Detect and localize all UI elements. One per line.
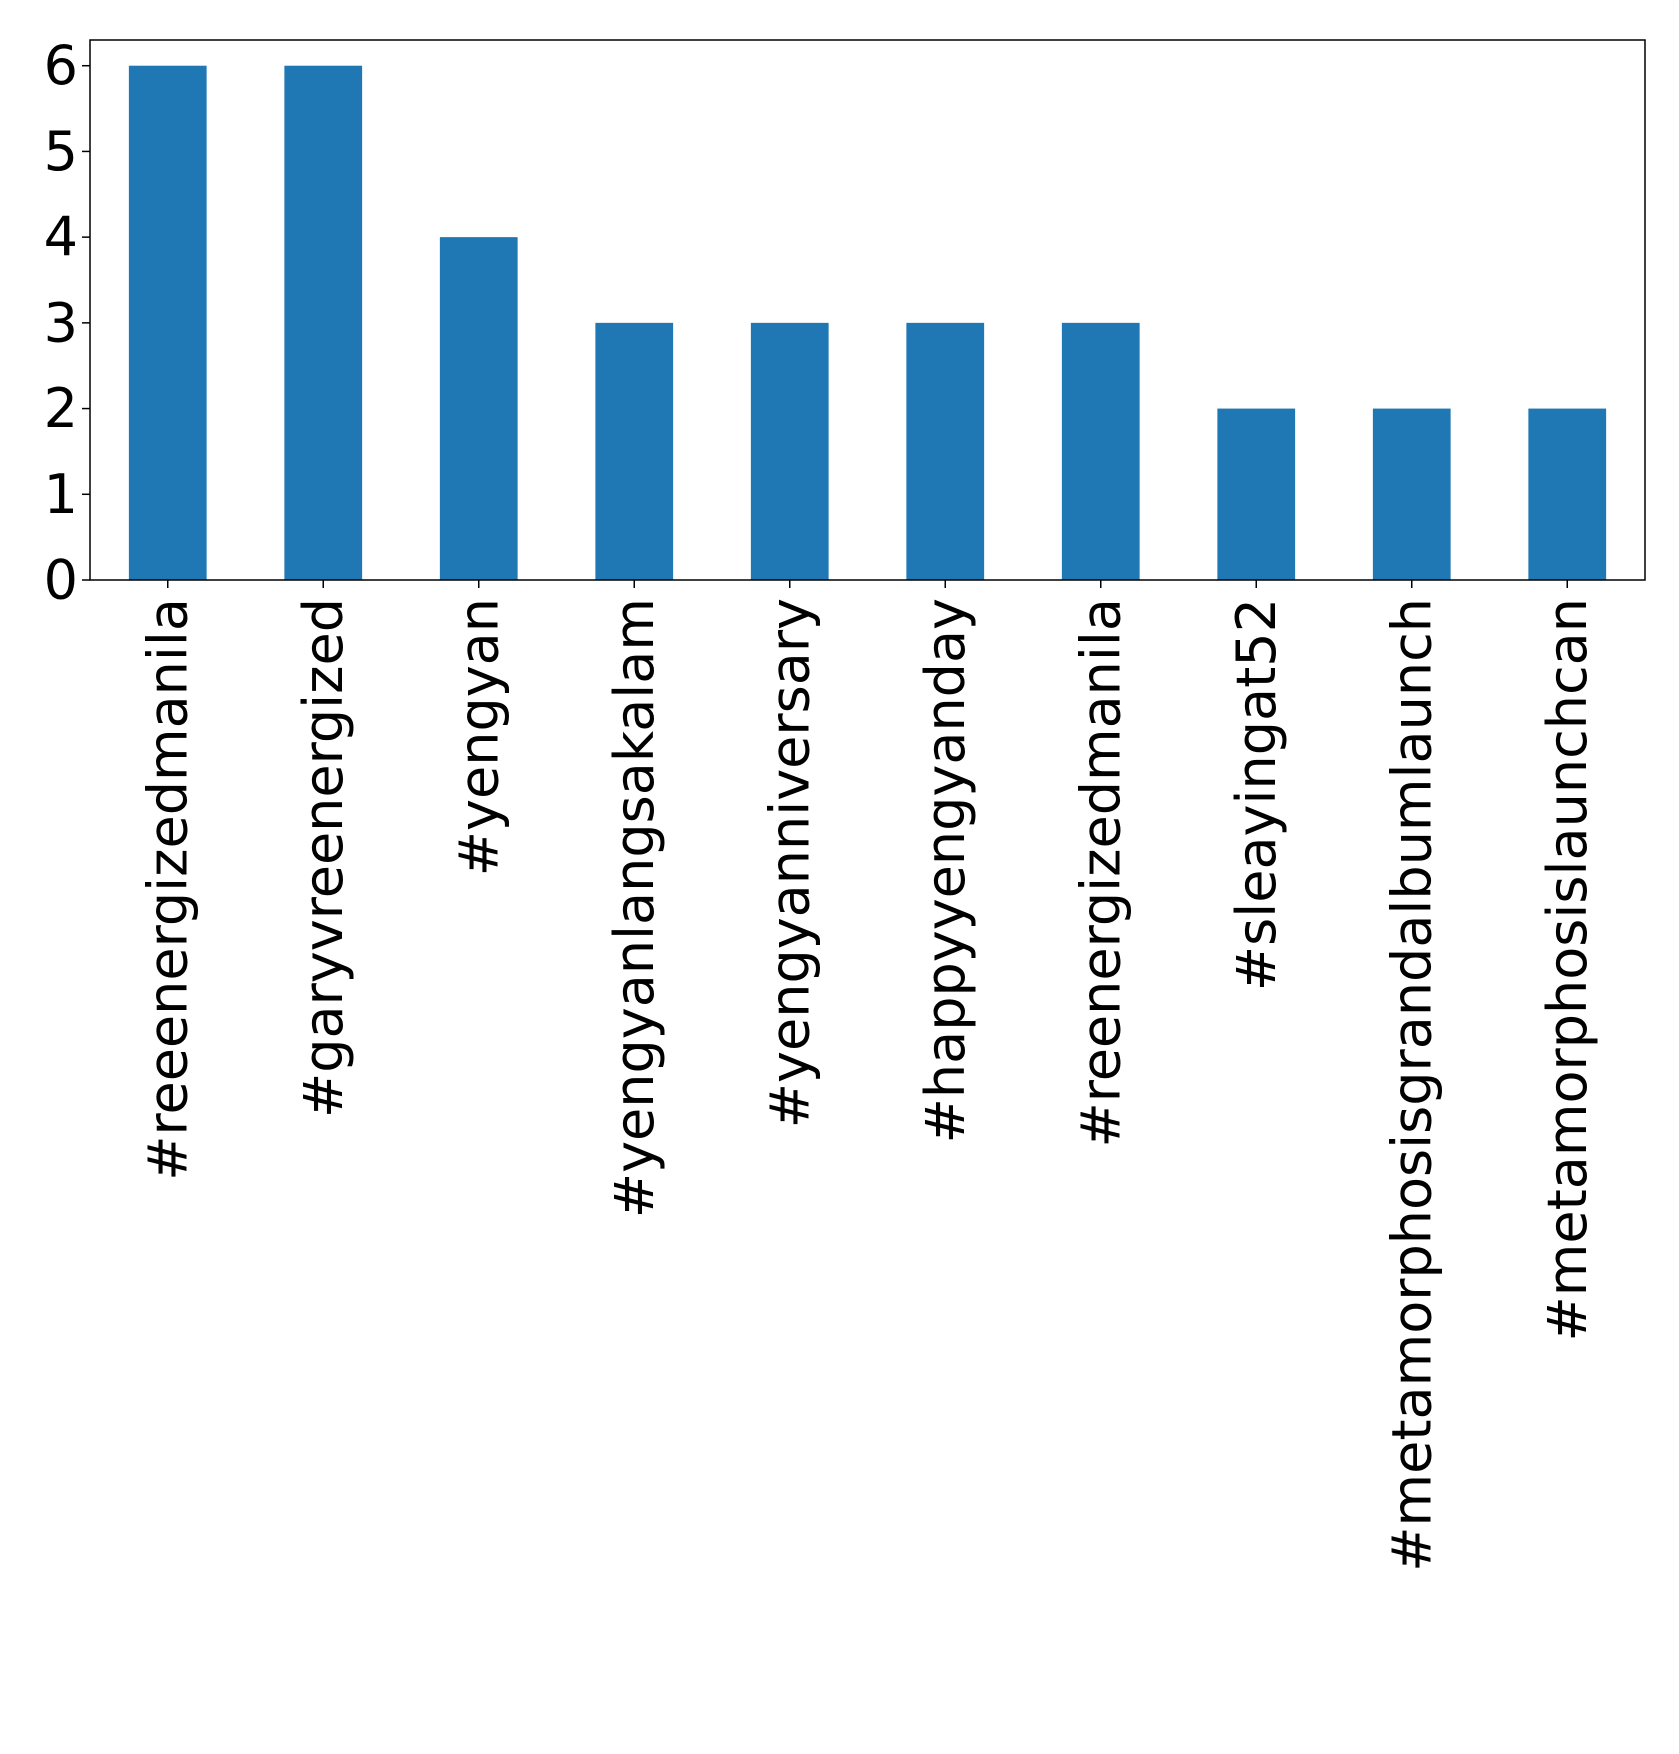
bar-1 bbox=[128, 65, 207, 580]
x-tick-label-3: #yengyan bbox=[447, 598, 510, 876]
bar-2 bbox=[284, 65, 363, 580]
bar-3 bbox=[439, 237, 518, 580]
x-tick-label-10: #metamorphosislaunchcan bbox=[1536, 598, 1599, 1341]
x-tick-label-8: #sleayingat52 bbox=[1225, 598, 1288, 991]
y-tick-label-2: 2 bbox=[44, 377, 78, 440]
y-tick-label-5: 5 bbox=[44, 120, 78, 183]
bar-4 bbox=[595, 322, 674, 580]
bar-7 bbox=[1061, 322, 1140, 580]
bar-9 bbox=[1372, 408, 1451, 580]
x-axis: #reeenergizedmanila #garyvreenergized #yen… bbox=[136, 580, 1599, 1572]
y-tick-label-6: 6 bbox=[44, 34, 78, 97]
plot-frame bbox=[89, 39, 1646, 581]
y-axis: 0 1 2 3 4 5 6 bbox=[44, 34, 90, 612]
y-tick-label-0: 0 bbox=[44, 549, 78, 612]
x-tick-label-2: #garyvreenergized bbox=[292, 598, 355, 1118]
x-tick-label-6: #happyyengyanday bbox=[914, 598, 977, 1143]
x-tick-label-9: #metamorphosisgrandalbumlaunch bbox=[1380, 598, 1443, 1572]
bar-6 bbox=[906, 322, 985, 580]
y-tick-label-4: 4 bbox=[44, 206, 78, 269]
bar-5 bbox=[750, 322, 829, 580]
x-tick-label-4: #yengyanlangsakalam bbox=[603, 598, 666, 1218]
y-tick-label-1: 1 bbox=[44, 463, 78, 526]
x-tick-label-7: #reenergizedmanila bbox=[1069, 598, 1132, 1148]
bars-group bbox=[128, 65, 1607, 580]
x-tick-label-1: #reeenergizedmanila bbox=[136, 598, 199, 1181]
x-tick-label-5: #yengyanniversary bbox=[758, 598, 821, 1128]
bar-10 bbox=[1528, 408, 1607, 580]
bar-8 bbox=[1217, 408, 1296, 580]
y-tick-label-3: 3 bbox=[44, 291, 78, 354]
